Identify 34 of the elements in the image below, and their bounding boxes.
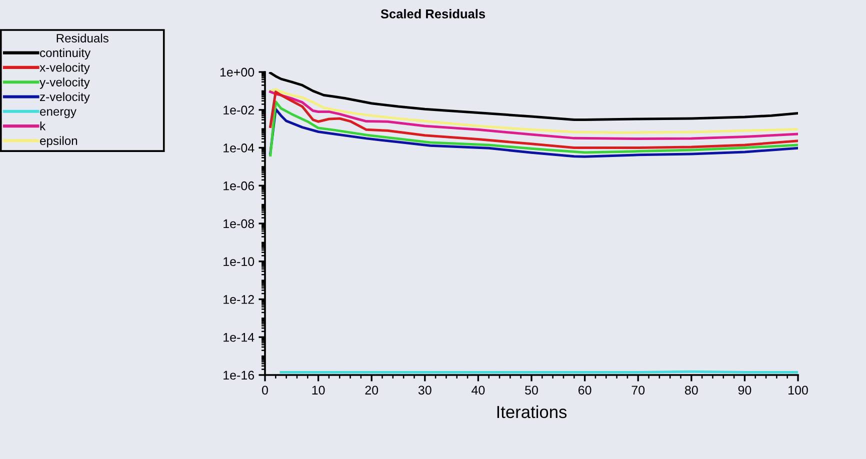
line-series: [269, 90, 798, 149]
x-tick-label: 30: [418, 386, 432, 395]
legend-label: energy: [40, 109, 76, 118]
legend-label: x-velocity: [40, 62, 90, 74]
x-tick-label: 40: [472, 386, 485, 395]
legend-label: z-velocity: [40, 92, 90, 104]
x-tick-label: 90: [738, 386, 752, 395]
y-tick-label: 1e-12: [224, 295, 254, 304]
y-tick-label: 1e-14: [224, 333, 254, 342]
legend-label: epsilon: [40, 136, 78, 148]
y-tick-label: 1e-02: [224, 106, 254, 115]
x-tick-label: 10: [312, 386, 325, 395]
y-tick-label: 1e+00: [220, 68, 254, 77]
legend-label: k: [40, 122, 46, 130]
x-axis-title: Iterations: [497, 405, 567, 418]
y-tick-label: 1e-06: [224, 181, 254, 190]
line-series: [269, 90, 798, 140]
y-tick-label: 1e-10: [224, 257, 254, 266]
y-tick-label: 1e-16: [224, 370, 254, 380]
x-tick-label: 50: [525, 386, 538, 395]
chart-title: Scaled Residuals: [380, 9, 486, 18]
legend-label: y-velocity: [40, 78, 90, 89]
line-series: [269, 72, 798, 122]
x-tick-label: 80: [684, 386, 698, 395]
y-tick-label: 1e-04: [224, 144, 254, 152]
legend-title: Residuals: [56, 34, 108, 42]
x-tick-label: 70: [632, 386, 645, 395]
x-tick-label: 20: [365, 386, 378, 395]
x-tick-label: 0: [262, 386, 268, 395]
x-tick-label: 100: [788, 386, 808, 395]
x-tick-label: 60: [578, 386, 592, 395]
legend-label: continuity: [40, 48, 91, 60]
line-series: [269, 88, 798, 134]
y-tick-label: 1e-08: [224, 219, 254, 228]
